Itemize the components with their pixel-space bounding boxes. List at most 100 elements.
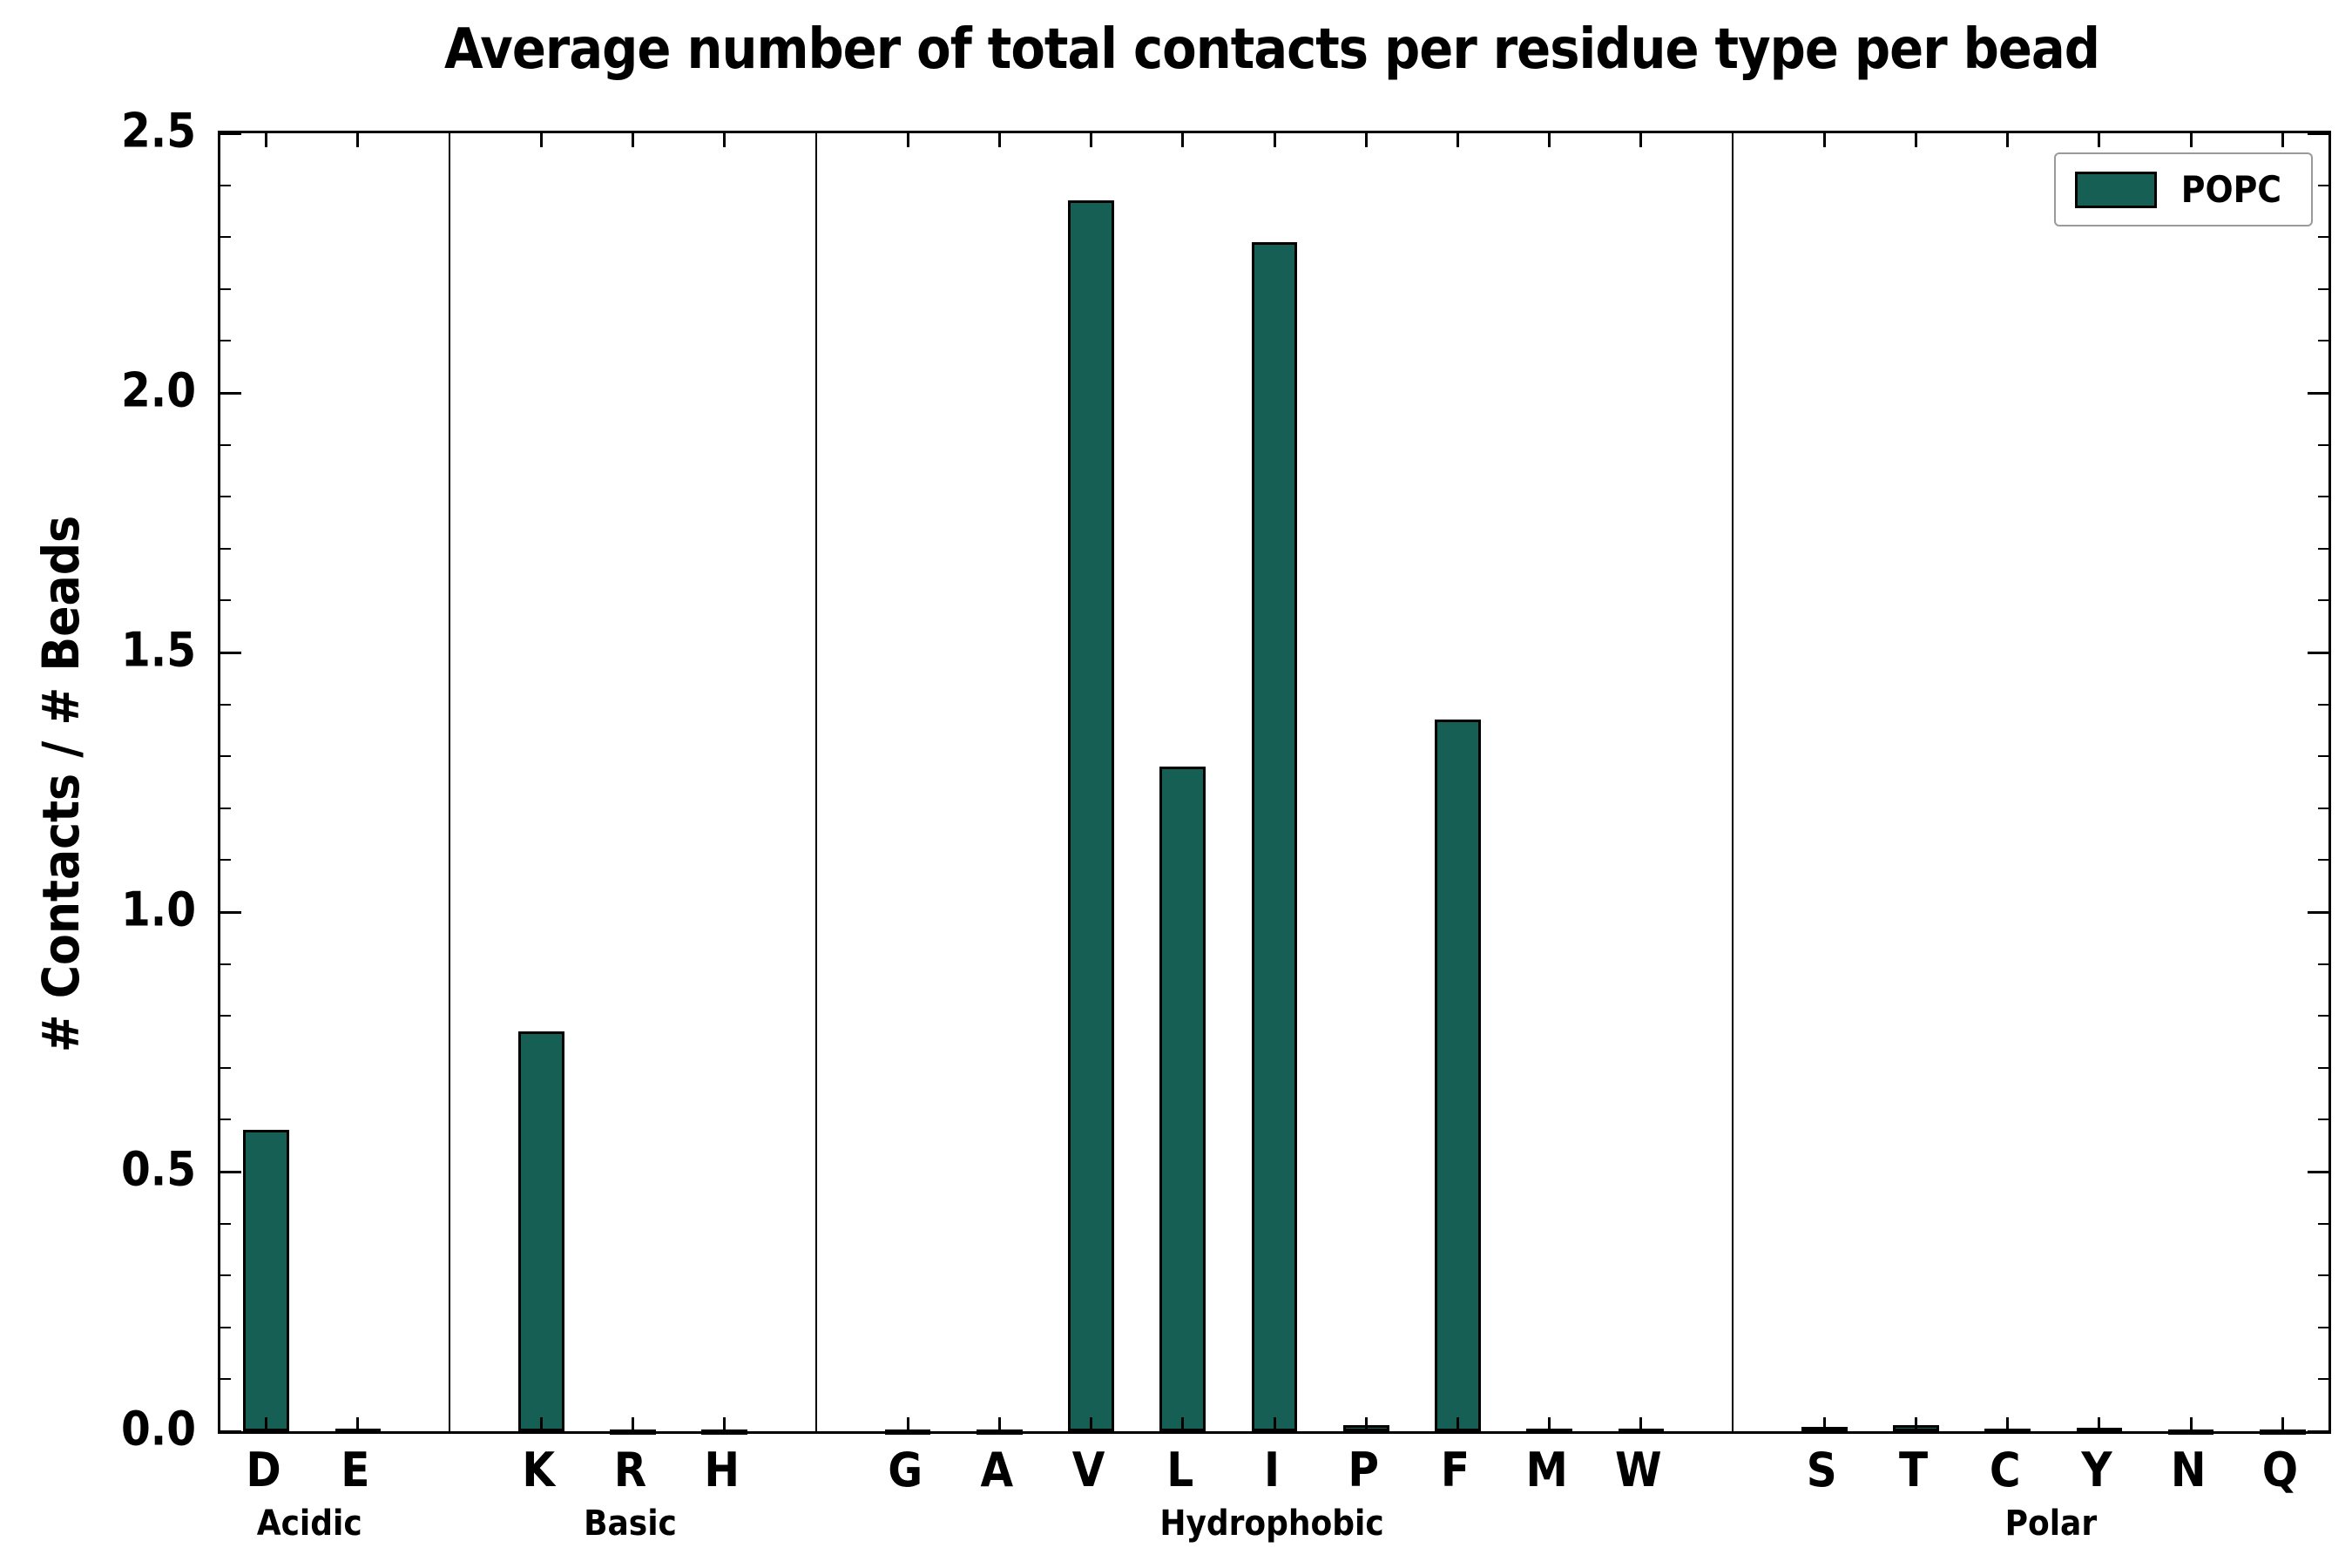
chart-title: Average number of total contacts per res… [444,17,2100,82]
y-tick-minor [2318,236,2328,239]
x-tick-top [1915,133,1918,147]
x-tick-top [1181,133,1185,147]
y-tick-minor [2318,807,2328,809]
x-tick-bottom [2281,1417,2284,1431]
y-tick-minor [220,340,231,342]
y-tick-minor [220,184,231,186]
x-tick-bottom [1273,1417,1276,1431]
x-category-label-C: C [1989,1443,2021,1497]
y-tick-minor [2318,599,2328,602]
bar-K [517,1031,564,1431]
x-tick-bottom [265,1417,268,1431]
group-label-hydrophobic: Hydrophobic [1159,1504,1384,1544]
y-tick-major [2308,651,2328,654]
x-tick-bottom [356,1417,360,1431]
x-tick-bottom [1181,1417,1185,1431]
x-category-label-G: G [888,1443,923,1497]
y-tick-minor [2318,547,2328,550]
y-tick-major [2308,910,2328,914]
y-tick-minor [220,859,231,862]
x-category-label-Y: Y [2081,1443,2112,1497]
y-tick-minor [220,1222,231,1225]
plot-area: POPC [218,131,2331,1435]
x-tick-bottom [1639,1417,1643,1431]
bar-V [1068,200,1114,1431]
x-tick-top [1456,133,1459,147]
x-tick-top [723,133,727,147]
y-tick-minor [2318,287,2328,290]
x-tick-bottom [1364,1417,1368,1431]
x-category-label-H: H [704,1443,740,1497]
y-tick-minor [2318,859,2328,862]
y-tick-minor [220,547,231,550]
y-tick-minor [220,236,231,239]
x-category-label-M: M [1525,1443,1568,1497]
x-tick-bottom [1548,1417,1551,1431]
x-category-label-S: S [1806,1443,1837,1497]
bar-D [243,1130,289,1431]
x-tick-bottom [2189,1417,2193,1431]
y-tick-minor [220,755,231,758]
y-tick-minor [220,496,231,498]
x-tick-top [1548,133,1551,147]
y-tick-minor [220,807,231,809]
x-category-label-D: D [246,1443,281,1497]
x-category-label-T: T [1898,1443,1929,1497]
x-tick-top [2281,133,2284,147]
y-tick-minor [220,1119,231,1121]
x-tick-bottom [997,1417,1001,1431]
bar-I [1251,242,1298,1431]
y-tick-label-2.5: 2.5 [120,103,196,159]
x-tick-top [1273,133,1276,147]
x-tick-top [1822,133,1826,147]
y-tick-major [220,1429,241,1433]
x-tick-bottom [1456,1417,1459,1431]
x-tick-top [997,133,1001,147]
x-tick-top [356,133,360,147]
x-tick-top [2098,133,2101,147]
y-tick-minor [2318,1378,2328,1381]
y-tick-major [2308,1429,2328,1433]
x-tick-bottom [1822,1417,1826,1431]
x-tick-top [2189,133,2193,147]
x-tick-bottom [723,1417,727,1431]
y-tick-label-2.0: 2.0 [120,362,196,418]
group-label-acidic: Acidic [256,1504,362,1544]
x-category-label-R: R [613,1443,647,1497]
x-category-label-Q: Q [2261,1443,2299,1497]
legend-label: POPC [2180,168,2281,211]
x-tick-bottom [539,1417,543,1431]
y-tick-label-0.5: 0.5 [120,1141,196,1197]
x-tick-bottom [1915,1417,1918,1431]
y-tick-minor [2318,963,2328,965]
x-tick-top [1090,133,1093,147]
x-tick-top [2006,133,2010,147]
y-tick-minor [2318,755,2328,758]
x-category-label-I: I [1263,1443,1281,1497]
group-separator [449,133,451,1431]
x-tick-top [1639,133,1643,147]
y-tick-minor [2318,1066,2328,1069]
y-tick-minor [2318,184,2328,186]
group-label-polar: Polar [2004,1504,2098,1544]
x-tick-bottom [2098,1417,2101,1431]
y-tick-label-1.5: 1.5 [120,622,196,678]
y-tick-major [220,651,241,654]
x-tick-bottom [906,1417,909,1431]
y-tick-minor [2318,443,2328,446]
y-tick-major [2308,391,2328,395]
x-category-label-P: P [1348,1443,1380,1497]
x-tick-top [539,133,543,147]
x-category-label-W: W [1615,1443,1662,1497]
x-tick-top [265,133,268,147]
y-tick-minor [220,1015,231,1017]
y-axis-label: # Contacts / # Beads [31,515,91,1053]
y-tick-minor [220,599,231,602]
legend: POPC [2053,152,2313,226]
group-separator [1732,133,1734,1431]
bar-L [1159,767,1206,1431]
y-tick-major [2308,1170,2328,1173]
bar-F [1435,720,1481,1431]
group-label-basic: Basic [584,1504,677,1544]
